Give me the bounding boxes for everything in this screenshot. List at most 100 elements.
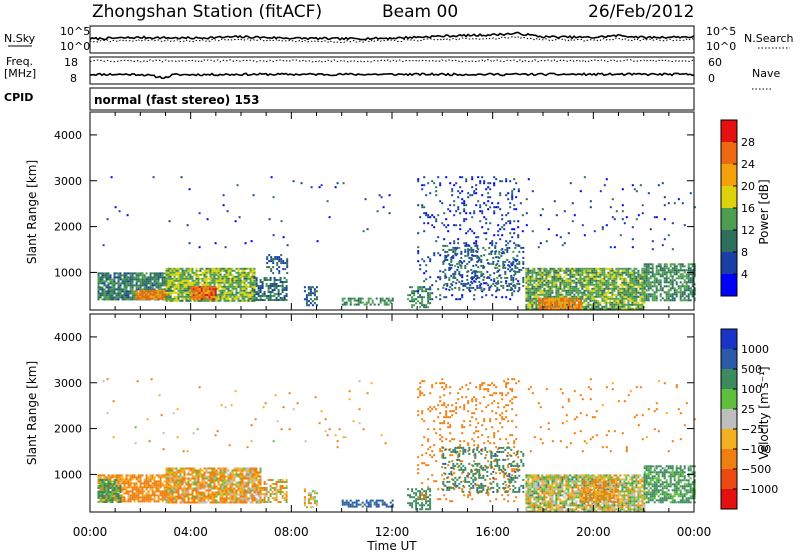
heatmap-cell-r11	[641, 279, 644, 282]
heatmap-cell-r15	[541, 208, 544, 211]
heatmap-cell-r11	[587, 273, 590, 276]
heatmap-cell-r2	[245, 295, 248, 298]
heatmap-cell-r11	[631, 283, 634, 286]
heatmap-cell-r11	[633, 281, 636, 284]
heatmap-cell-r10	[480, 288, 483, 291]
heatmap-cell-r7	[353, 299, 356, 302]
heatmap-cell-r10	[494, 244, 497, 247]
heatmap-cell-r0	[97, 480, 100, 483]
heatmap-cell-r11	[555, 299, 558, 302]
heatmap-cell-r2	[179, 475, 182, 478]
heatmap-cell-r0	[163, 488, 166, 491]
heatmap-cell-r2	[167, 475, 170, 478]
heatmap-cell-r2	[187, 495, 190, 498]
heatmap-cell-r13	[669, 287, 672, 290]
heatmap-cell-r11	[547, 275, 550, 278]
heatmap-cell-r11	[597, 279, 600, 282]
heatmap-cell-r12	[580, 299, 582, 302]
heatmap-cell-r11	[591, 273, 594, 276]
heatmap-cell-r2	[173, 281, 176, 284]
heatmap-cell-r9	[467, 192, 470, 195]
heatmap-cell-r2	[175, 299, 178, 302]
heatmap-cell-r0	[107, 286, 110, 289]
heatmap-cell-r12	[538, 303, 540, 306]
heatmap-cell-r7	[369, 303, 372, 306]
heatmap-cell-r15	[521, 214, 524, 217]
heatmap-cell-r11	[527, 275, 530, 278]
heatmap-cell-r11	[553, 271, 556, 274]
heatmap-cell-r11	[591, 299, 594, 302]
heatmap-cell-r2	[177, 285, 180, 288]
heatmap-cell-r11	[623, 291, 626, 294]
heatmap-cell-r2	[207, 489, 210, 492]
heatmap-cell-r10	[494, 284, 497, 287]
heatmap-cell-r11	[555, 275, 558, 278]
heatmap-cell-r2	[197, 491, 200, 494]
heatmap-cell-r15	[615, 210, 618, 213]
heatmap-cell-r2	[199, 473, 202, 476]
heatmap-cell-r13	[689, 277, 692, 280]
heatmap-cell-r11	[631, 273, 634, 276]
heatmap-cell-r2	[241, 279, 244, 282]
heatmap-cell-r2	[183, 479, 186, 482]
heatmap-cell-r9	[487, 196, 490, 199]
heatmap-cell-r0	[113, 474, 116, 477]
heatmap-cell-r13	[687, 279, 690, 282]
heatmap-cell-r2	[203, 495, 206, 498]
heatmap-cell-r12	[576, 297, 578, 300]
heatmap-cell-r12	[560, 305, 562, 308]
heatmap-cell-r9	[509, 202, 512, 205]
heatmap-cell-r13	[681, 285, 684, 288]
heatmap-cell-r0	[143, 500, 146, 503]
heatmap-cell-r2	[237, 279, 240, 282]
heatmap-cell-r12	[572, 307, 574, 310]
heatmap-cell-r11	[535, 285, 538, 288]
heatmap-cell-r10	[458, 280, 461, 283]
heatmap-cell-r9	[495, 290, 498, 293]
heatmap-cell-r0	[139, 488, 142, 491]
heatmap-cell-r14	[250, 240, 253, 243]
heatmap-cell-r0	[107, 296, 110, 299]
heatmap-cell-r9	[441, 202, 444, 205]
heatmap-cell-r0	[135, 288, 138, 291]
heatmap-cell-r6	[315, 290, 318, 293]
heatmap-cell-r2	[185, 293, 188, 296]
heatmap-cell-r12	[562, 307, 564, 310]
heatmap-cell-r10	[512, 260, 515, 263]
heatmap-cell-r0	[155, 482, 158, 485]
heatmap-cell-r0	[133, 474, 136, 477]
heatmap-cell-r7	[377, 303, 380, 306]
heatmap-cell-r10	[478, 276, 481, 279]
heatmap-cell-r2	[175, 483, 178, 486]
heatmap-cell-r0	[109, 484, 112, 487]
heatmap-cell-r2	[237, 267, 240, 270]
heatmap-cell-r9	[455, 210, 458, 213]
heatmap-cell-r12	[556, 297, 558, 300]
heatmap-cell-r2	[193, 299, 196, 302]
heatmap-cell-r11	[533, 297, 536, 300]
heatmap-cell-r2	[225, 267, 228, 270]
heatmap-cell-r15	[651, 248, 654, 251]
heatmap-cell-r9	[505, 214, 508, 217]
heatmap-cell-r9	[471, 254, 474, 257]
heatmap-cell-r11	[537, 271, 540, 274]
heatmap-cell-r1	[97, 495, 100, 497]
heatmap-cell-r0	[149, 486, 152, 489]
heatmap-cell-r2	[173, 467, 176, 470]
heatmap-cell-r9	[497, 260, 500, 263]
heatmap-cell-r14	[206, 218, 209, 221]
heatmap-cell-r10	[470, 256, 473, 259]
heatmap-cell-r11	[631, 289, 634, 292]
heatmap-cell-r11	[613, 307, 616, 310]
heatmap-cell-r1	[155, 289, 158, 292]
heatmap-cell-r9	[467, 248, 470, 251]
heatmap-cell-r11	[639, 291, 642, 294]
heatmap-cell-r2	[171, 491, 174, 494]
heatmap-cell-r13	[667, 295, 670, 298]
heatmap-cell-r2	[167, 267, 170, 270]
heatmap-cell-r11	[617, 271, 620, 274]
heatmap-cell-r12	[538, 297, 540, 300]
heatmap-cell-r4	[265, 279, 268, 281]
heatmap-cell-r10	[464, 264, 467, 267]
heatmap-cell-r0	[117, 286, 120, 289]
